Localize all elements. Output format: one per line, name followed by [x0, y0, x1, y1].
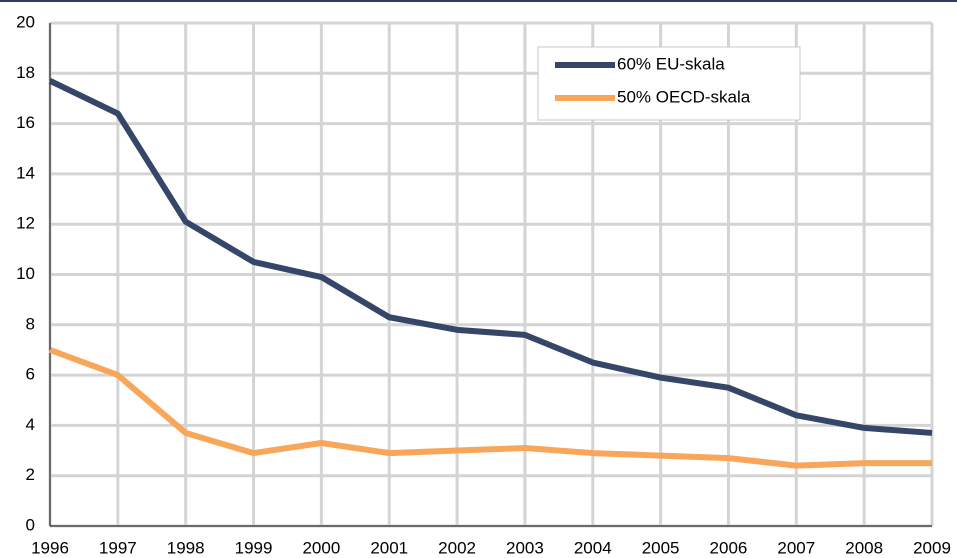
- x-tick-label: 2000: [302, 538, 340, 557]
- x-tick-label: 2006: [710, 538, 748, 557]
- series-line: [48, 347, 932, 469]
- y-tick-label: 18: [16, 63, 35, 82]
- legend-label: 60% EU-skala: [617, 54, 725, 73]
- y-tick-label: 4: [26, 415, 35, 434]
- legend-label: 50% OECD-skala: [617, 87, 751, 106]
- x-tick-label: 2002: [438, 538, 476, 557]
- x-tick-label: 1996: [31, 538, 69, 557]
- y-tick-label: 14: [16, 163, 35, 182]
- x-tick-label: 1999: [235, 538, 273, 557]
- y-tick-label: 16: [16, 113, 35, 132]
- y-tick-label: 2: [26, 465, 35, 484]
- y-tick-label: 20: [16, 12, 35, 31]
- x-tick-label: 2004: [574, 538, 612, 557]
- y-tick-label: 6: [26, 365, 35, 384]
- x-tick-label: 2003: [506, 538, 544, 557]
- x-tick-label: 2007: [777, 538, 815, 557]
- y-tick-label: 10: [16, 264, 35, 283]
- y-tick-label: 0: [26, 515, 35, 534]
- y-tick-label: 12: [16, 214, 35, 233]
- x-tick-label: 1997: [99, 538, 137, 557]
- y-tick-label: 8: [26, 314, 35, 333]
- legend-box: [537, 46, 801, 121]
- series-line: [48, 78, 933, 436]
- x-tick-label: 2008: [845, 538, 883, 557]
- x-tick-label: 2005: [642, 538, 680, 557]
- x-tick-label: 2009: [913, 538, 951, 557]
- x-tick-label: 1998: [167, 538, 205, 557]
- x-tick-label: 2001: [370, 538, 408, 557]
